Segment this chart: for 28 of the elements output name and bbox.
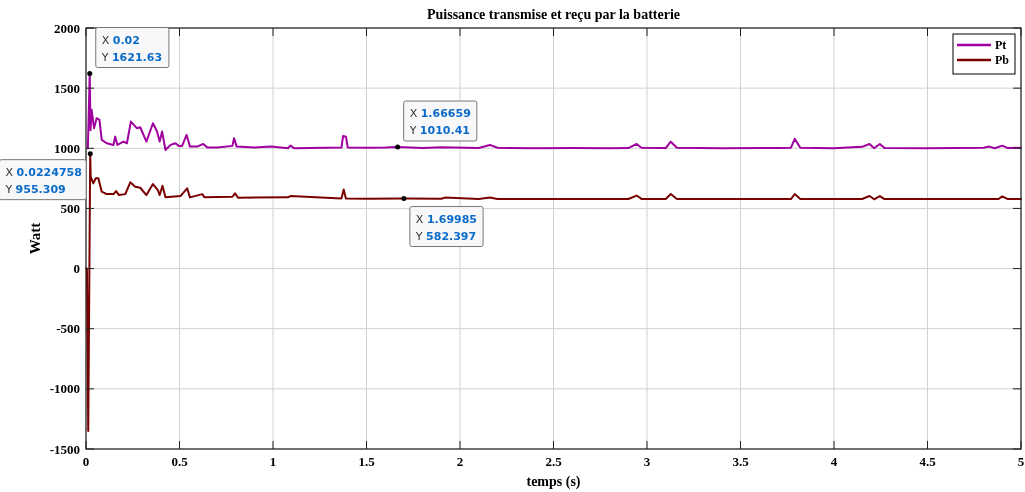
legend-label: Pb — [995, 53, 1010, 67]
y-tick-label: 500 — [60, 200, 80, 216]
y-tick-label: 1500 — [54, 80, 80, 96]
x-tick-label: 0 — [82, 454, 90, 469]
y-tick-label: -1000 — [49, 381, 80, 397]
x-tick-label: 0.5 — [171, 454, 189, 469]
x-tick-label: 5 — [1017, 454, 1025, 469]
y-tick-label: 0 — [73, 261, 80, 277]
annotation: X 1.66659 Y 1010.41 — [408, 107, 471, 138]
chart-title: Puissance transmise et reçu par la batterie — [427, 7, 680, 22]
x-tick-label: 1.5 — [358, 454, 376, 469]
x-tick-label: 1 — [269, 454, 277, 469]
annotation: X 0.0224758 Y 955.309 — [4, 165, 82, 196]
annotation: X 0.02 Y 1621.63 — [100, 33, 163, 64]
y-tick-label: -500 — [56, 321, 80, 337]
y-tick-label: -1500 — [49, 441, 80, 457]
x-tick-label: 4 — [830, 454, 838, 469]
y-tick-label: 2000 — [54, 20, 80, 36]
x-axis-title: temps (s) — [526, 474, 581, 490]
x-tick-label: 2.5 — [545, 454, 563, 469]
x-tick-label: 4.5 — [919, 454, 937, 469]
y-tick-label: 1000 — [54, 140, 80, 156]
legend-label: Pt — [995, 38, 1007, 52]
x-tick-label: 3 — [643, 454, 651, 469]
annotation: X 1.69985 Y 582.397 — [414, 212, 478, 243]
x-tick-label: 2 — [456, 454, 464, 469]
y-axis-title: Watt — [27, 222, 43, 255]
x-tick-label: 3.5 — [732, 454, 750, 469]
